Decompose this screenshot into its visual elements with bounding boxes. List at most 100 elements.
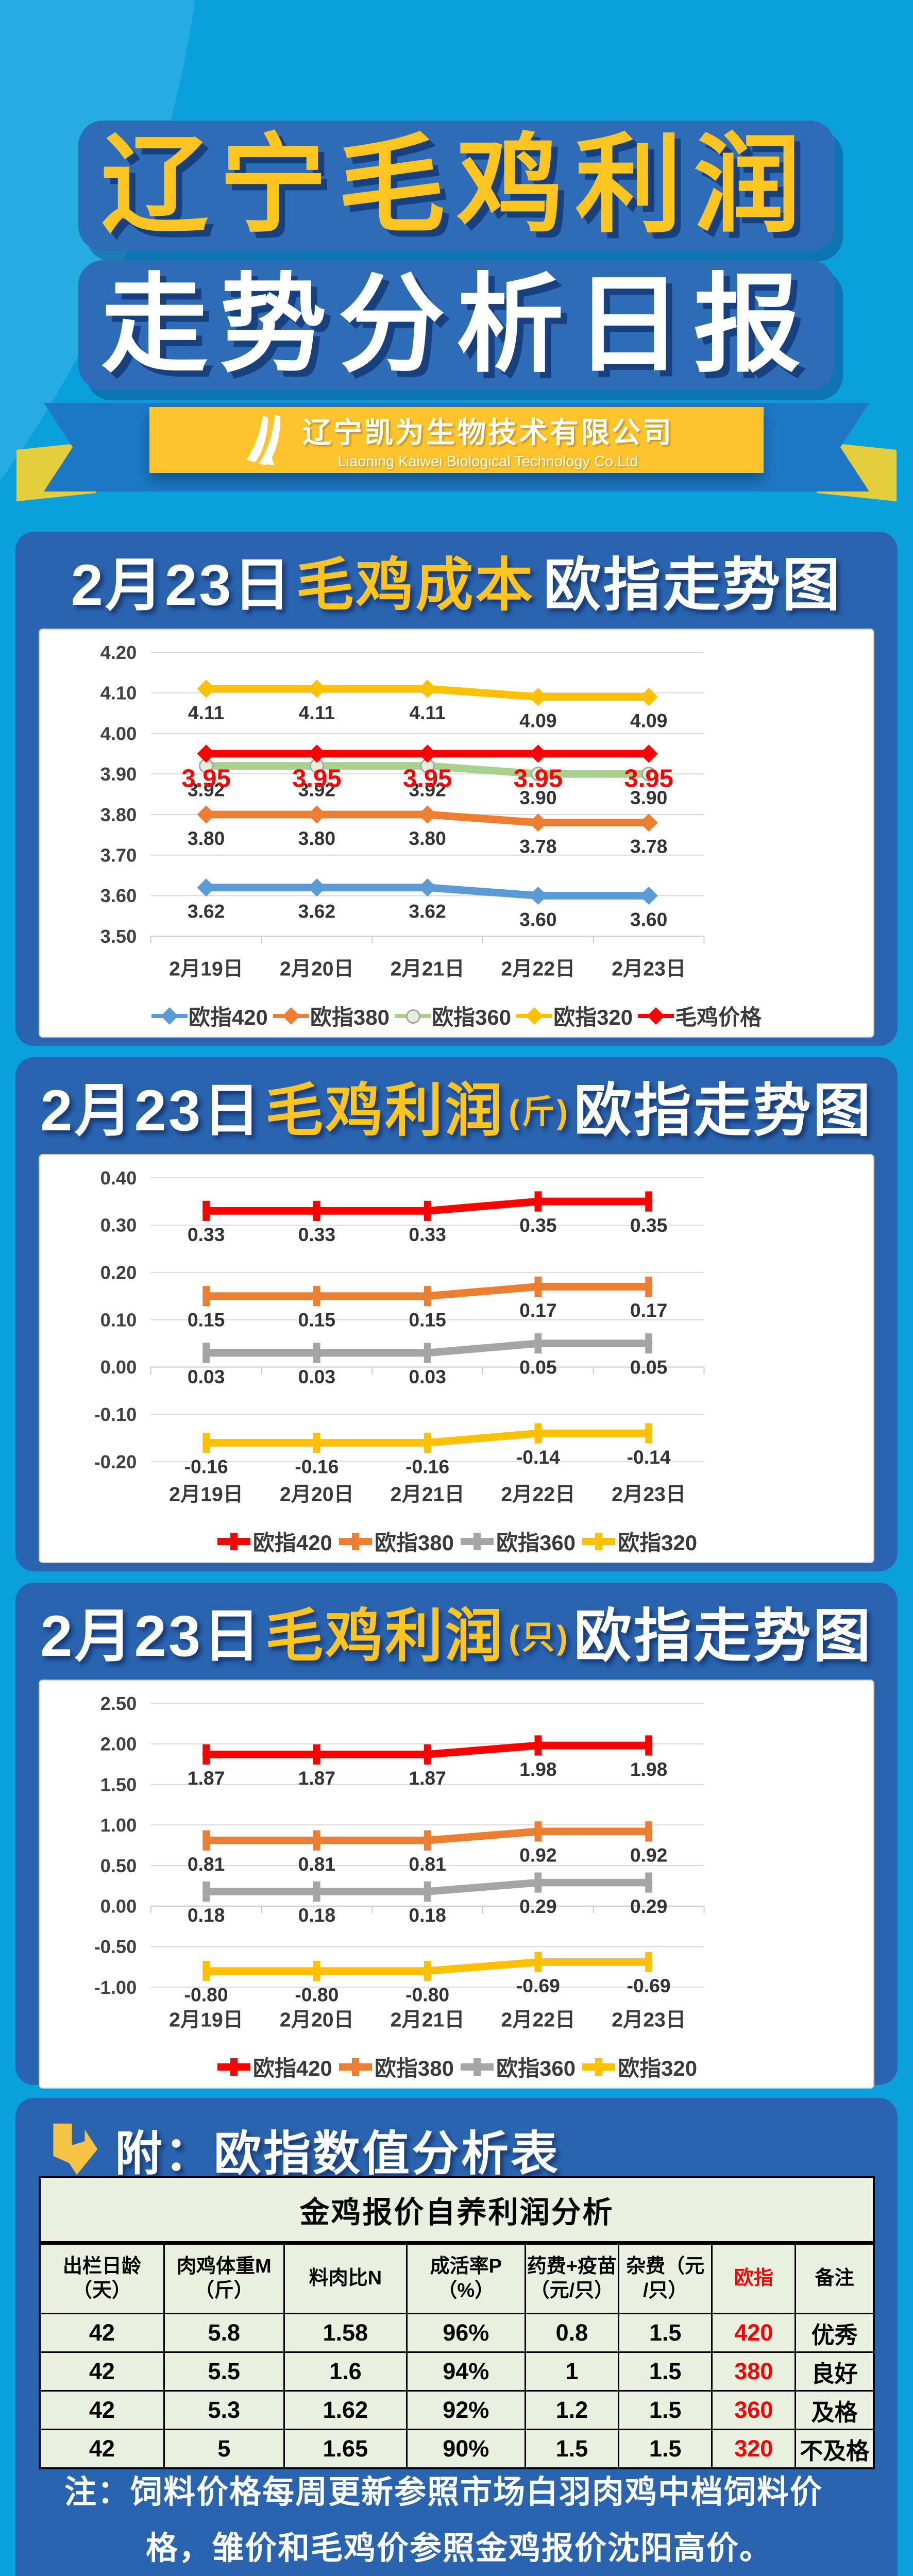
legend-marker-plus (337, 1532, 374, 1550)
x-tick-label: 2月23日 (612, 2009, 686, 2031)
marker-plus (534, 1191, 542, 1212)
table-cell: 96% (405, 2313, 526, 2353)
data-label: 0.29 (630, 1895, 668, 1917)
chart2-card: 0.40 0.30 0.20 0.10 0.00 -0.10 -0.20 0.33 0.33 0.… (39, 1154, 874, 1563)
table-cell: 1 (524, 2351, 620, 2392)
marker-plus (424, 1830, 431, 1851)
legend-marker-diamond (516, 1007, 553, 1025)
marker-plus (202, 1432, 210, 1453)
y-tick-label: 0.20 (100, 1262, 137, 1283)
legend-marker-diamond (273, 1007, 309, 1025)
table-title-row: 金鸡报价自养利润分析 (39, 2176, 875, 2245)
marker-plus (645, 1952, 652, 1973)
marker-plus (534, 1735, 542, 1756)
legend-marker-plus (581, 1532, 617, 1550)
data-label: 0.03 (409, 1366, 446, 1387)
table-cell: 5.8 (163, 2313, 285, 2353)
data-label: 0.15 (298, 1309, 336, 1331)
y-tick-label: 2.00 (100, 1734, 137, 1755)
data-label: -0.16 (184, 1455, 228, 1477)
y-tick-label: 0.50 (100, 1855, 137, 1876)
data-label: -0.80 (405, 1984, 449, 2006)
chart3-heading-suffix: 欧指走势图 (573, 1604, 873, 1668)
legend-label: 欧指360 (496, 1531, 576, 1555)
y-tick-label: 0.00 (100, 1357, 137, 1378)
legend-label: 欧指320 (618, 2056, 698, 2080)
marker-diamond (418, 744, 437, 763)
chart-plot: 4.20 4.10 4.00 3.90 3.80 3.70 3.60 3.50 3.62 3.62… (100, 642, 705, 980)
company-name-en: Liaoning Kaiwei Biological Technology Co… (337, 453, 638, 470)
chart2-heading-highlight: 毛鸡利润 (265, 1078, 505, 1143)
marker-diamond (639, 744, 658, 763)
table-title: 金鸡报价自养利润分析 (39, 2176, 875, 2245)
data-label: 1.87 (188, 1767, 225, 1789)
x-tick-label: 2月20日 (280, 1483, 354, 1506)
y-tick-label: 0.00 (100, 1895, 137, 1917)
table-header-cell: 杂费（元 /只） (618, 2242, 713, 2314)
legend-label: 欧指420 (188, 1005, 268, 1029)
marker-plus (424, 1432, 431, 1453)
data-label: 3.90 (519, 787, 556, 808)
x-tick-label: 2月23日 (612, 1483, 686, 1506)
y-tick-label: 3.50 (100, 926, 137, 947)
table-cell: 320 (711, 2429, 797, 2469)
y-tick-label: 0.40 (100, 1167, 137, 1189)
marker-diamond (197, 680, 215, 698)
legend-label: 欧指380 (374, 1531, 454, 1555)
table-header-cell: 肉鸡体重M （斤） (163, 2242, 285, 2314)
y-tick-label: 3.70 (100, 844, 137, 866)
data-label: 3.80 (188, 827, 225, 849)
y-tick-label: 2.50 (100, 1693, 137, 1714)
legend-marker-plus (216, 2058, 252, 2076)
x-tick-label: 2月21日 (391, 958, 465, 980)
y-tick-label: 4.10 (100, 683, 137, 704)
table-cell: 420 (711, 2313, 797, 2353)
chart3-legend: 欧指420 欧指380 欧指360 欧指320 (40, 2051, 873, 2082)
table-cell: 1.6 (283, 2351, 408, 2392)
chart3-heading-unit: (只) (509, 1619, 570, 1656)
chart3-card: 2.50 2.00 1.50 1.00 0.50 0.00 -0.50 -1.00 1.87 1.… (39, 1680, 874, 2089)
chart-panel-cost: 2月23日 毛鸡成本 欧指走势图 4.20 4.10 4.00 3.90 3.80 3.7… (15, 532, 898, 1046)
marker-plus (202, 1286, 210, 1307)
table-cell: 42 (39, 2429, 165, 2469)
data-label: 3.60 (519, 908, 556, 930)
x-tick-label: 2月22日 (501, 958, 575, 980)
marker-plus (534, 1333, 542, 1354)
data-label: 0.92 (630, 1844, 668, 1866)
marker-diamond (529, 744, 548, 763)
marker-plus (202, 1881, 210, 1902)
data-label: 0.18 (298, 1904, 336, 1926)
legend-item: 欧指320 (581, 2051, 697, 2082)
table-cell: 0.8 (524, 2313, 620, 2353)
table-row: 42 5.5 1.6 94% 1 1.5 380 良好 (39, 2351, 875, 2392)
marker-diamond (639, 814, 658, 832)
marker-plus (313, 1830, 320, 1851)
data-label: 0.33 (409, 1224, 446, 1245)
chart2-legend: 欧指420 欧指380 欧指360 欧指320 (40, 1526, 873, 1557)
chart1-heading-suffix: 欧指走势图 (543, 553, 842, 617)
marker-diamond (308, 878, 326, 897)
analysis-heading-row: 附：欧指数值分析表 (15, 2098, 898, 2184)
x-tick-label: 2月22日 (501, 1483, 575, 1506)
data-label: 0.29 (519, 1895, 556, 1917)
data-label: 0.15 (409, 1309, 446, 1331)
table-header-cell: 料肉比N (283, 2242, 408, 2314)
marker-diamond (418, 878, 437, 897)
data-label: 0.81 (298, 1853, 336, 1875)
table-cell: 5.5 (163, 2351, 285, 2392)
analysis-panel: 附：欧指数值分析表 金鸡报价自养利润分析 出栏日龄 （天） 肉鸡体重M （斤） 料肉比… (15, 2098, 898, 2576)
table-cell: 1.5 (618, 2313, 713, 2353)
data-label: 1.87 (298, 1767, 336, 1789)
data-label: 3.80 (298, 827, 336, 849)
marker-diamond (308, 744, 326, 763)
legend-item: 欧指380 (273, 1000, 390, 1031)
legend-label: 毛鸡价格 (675, 1005, 762, 1029)
legend-item: 毛鸡价格 (638, 1000, 762, 1031)
data-label: 0.33 (298, 1224, 336, 1245)
marker-plus (202, 1744, 210, 1765)
data-label: 3.95 (624, 765, 673, 793)
table-cell: 42 (39, 2313, 165, 2353)
marker-plus (424, 1961, 431, 1981)
data-label: 3.92 (409, 778, 446, 800)
y-tick-label: -0.20 (94, 1451, 137, 1472)
